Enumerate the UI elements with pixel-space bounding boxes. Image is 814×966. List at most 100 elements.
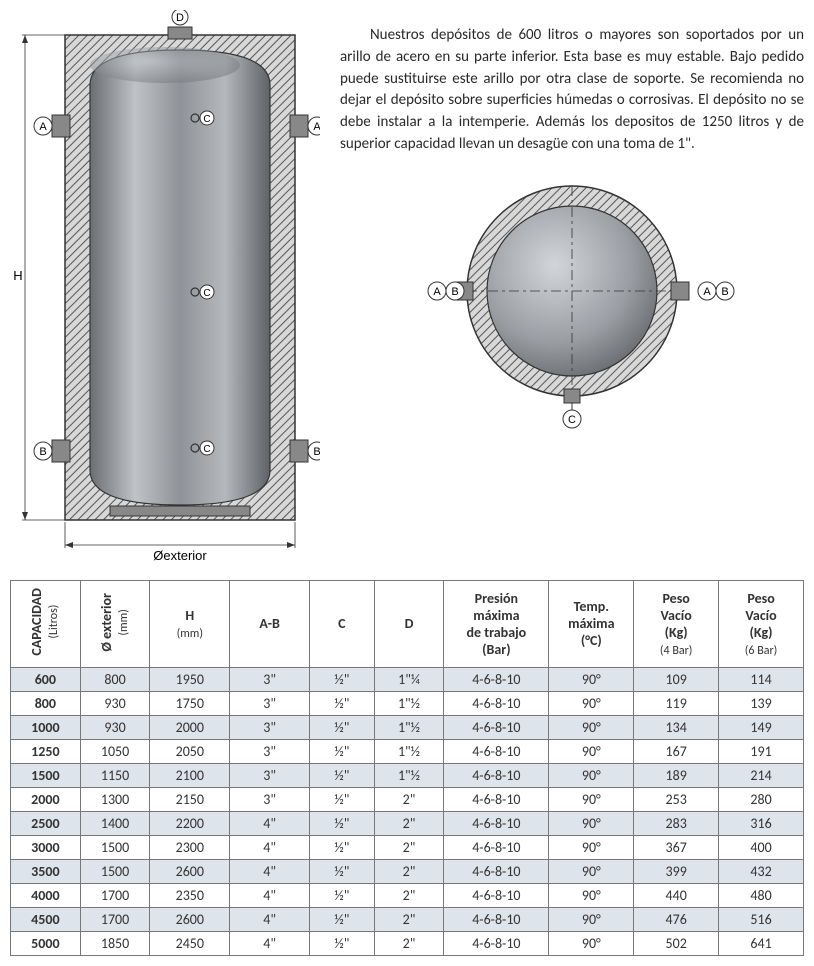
table-row: 100093020003"½"1"½4-6-8-1090°134149 [11, 715, 804, 739]
specifications-table: CAPACIDAD(Litros) Ø exterior(mm) H(mm) A… [10, 580, 804, 956]
cell-D: 1"½ [374, 691, 444, 715]
cell-D: 2" [374, 883, 444, 907]
cell-H: 1750 [150, 691, 230, 715]
cell-P: 4-6-8-10 [444, 691, 549, 715]
cell-P: 4-6-8-10 [444, 907, 549, 931]
cell-W6: 191 [719, 739, 804, 763]
cell-W4: 167 [634, 739, 719, 763]
th-h: H(mm) [150, 581, 230, 668]
cell-AB: 3" [230, 787, 310, 811]
cell-P: 4-6-8-10 [444, 763, 549, 787]
cell-T: 90° [549, 715, 634, 739]
label-b-right: B [313, 446, 320, 458]
cell-H: 2350 [150, 883, 230, 907]
cell-AB: 3" [230, 691, 310, 715]
cell-AB: 3" [230, 715, 310, 739]
label-h: H [13, 268, 22, 283]
top-label-b-r: B [721, 286, 728, 298]
cell-D: 1"¼ [374, 667, 444, 691]
cell-D: 2" [374, 859, 444, 883]
cell-cap: 4000 [11, 883, 81, 907]
cell-C: ½" [310, 715, 375, 739]
cell-W4: 119 [634, 691, 719, 715]
description-text: Nuestros depósitos de 600 litros o mayor… [340, 25, 804, 156]
cell-AB: 4" [230, 811, 310, 835]
cell-T: 90° [549, 811, 634, 835]
cell-W4: 440 [634, 883, 719, 907]
cell-diam: 1500 [80, 835, 150, 859]
cell-D: 2" [374, 835, 444, 859]
cell-T: 90° [549, 835, 634, 859]
cell-cap: 1500 [11, 763, 81, 787]
cell-W6: 149 [719, 715, 804, 739]
cell-cap: 5000 [11, 931, 81, 955]
cell-W6: 432 [719, 859, 804, 883]
cell-W6: 641 [719, 931, 804, 955]
table-row: 1250105020503"½"1"½4-6-8-1090°167191 [11, 739, 804, 763]
cell-T: 90° [549, 691, 634, 715]
th-w6: PesoVacío(Kg)(6 Bar) [719, 581, 804, 668]
cell-W4: 476 [634, 907, 719, 931]
table-row: 3500150026004"½"2"4-6-8-1090°399432 [11, 859, 804, 883]
cell-C: ½" [310, 739, 375, 763]
th-diameter: Ø exterior(mm) [80, 581, 150, 668]
cell-C: ½" [310, 907, 375, 931]
th-pressure: Presiónmáximade trabajo(Bar) [444, 581, 549, 668]
cell-AB: 3" [230, 667, 310, 691]
cell-H: 2200 [150, 811, 230, 835]
cell-T: 90° [549, 763, 634, 787]
table-row: 5000185024504"½"2"4-6-8-1090°502641 [11, 931, 804, 955]
top-view-diagram: A B A B C [340, 171, 804, 436]
cell-P: 4-6-8-10 [444, 859, 549, 883]
cell-H: 2300 [150, 835, 230, 859]
cell-P: 4-6-8-10 [444, 811, 549, 835]
cell-W4: 367 [634, 835, 719, 859]
label-a-right: A [313, 121, 320, 133]
label-d: D [176, 12, 184, 24]
cell-diam: 930 [80, 715, 150, 739]
cell-C: ½" [310, 883, 375, 907]
cell-cap: 1250 [11, 739, 81, 763]
cell-cap: 2000 [11, 787, 81, 811]
cell-T: 90° [549, 787, 634, 811]
cell-diam: 800 [80, 667, 150, 691]
cell-W4: 253 [634, 787, 719, 811]
cell-W6: 516 [719, 907, 804, 931]
cell-AB: 4" [230, 931, 310, 955]
cell-W6: 316 [719, 811, 804, 835]
cell-W6: 480 [719, 883, 804, 907]
cell-W4: 189 [634, 763, 719, 787]
cell-H: 2600 [150, 859, 230, 883]
cell-H: 2100 [150, 763, 230, 787]
cell-D: 2" [374, 811, 444, 835]
cell-C: ½" [310, 667, 375, 691]
cell-diam: 1300 [80, 787, 150, 811]
th-w4: PesoVacío(Kg)(4 Bar) [634, 581, 719, 668]
cell-T: 90° [549, 907, 634, 931]
table-row: 2500140022004"½"2"4-6-8-1090°283316 [11, 811, 804, 835]
table-header-row: CAPACIDAD(Litros) Ø exterior(mm) H(mm) A… [11, 581, 804, 668]
cell-H: 2000 [150, 715, 230, 739]
cell-W4: 502 [634, 931, 719, 955]
label-c-2: C [203, 288, 210, 299]
cell-C: ½" [310, 811, 375, 835]
cell-AB: 4" [230, 907, 310, 931]
top-label-b-l: B [451, 286, 458, 298]
cell-H: 2050 [150, 739, 230, 763]
cell-C: ½" [310, 763, 375, 787]
cell-C: ½" [310, 787, 375, 811]
cell-D: 1"½ [374, 763, 444, 787]
top-label-a-r: A [703, 286, 711, 298]
cell-D: 2" [374, 931, 444, 955]
cell-T: 90° [549, 931, 634, 955]
cell-diam: 1850 [80, 931, 150, 955]
cell-diam: 1700 [80, 907, 150, 931]
cell-C: ½" [310, 691, 375, 715]
side-view-diagram: D A A B B C C C [10, 10, 320, 570]
table-row: 80093017503"½"1"½4-6-8-1090°119139 [11, 691, 804, 715]
label-c-3: C [203, 444, 210, 455]
cell-T: 90° [549, 739, 634, 763]
cell-P: 4-6-8-10 [444, 667, 549, 691]
cell-D: 2" [374, 787, 444, 811]
table-row: 3000150023004"½"2"4-6-8-1090°367400 [11, 835, 804, 859]
